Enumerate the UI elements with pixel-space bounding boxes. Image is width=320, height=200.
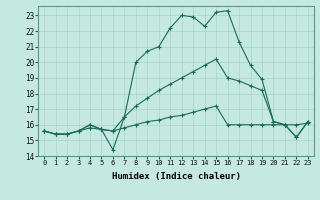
X-axis label: Humidex (Indice chaleur): Humidex (Indice chaleur) bbox=[111, 172, 241, 181]
